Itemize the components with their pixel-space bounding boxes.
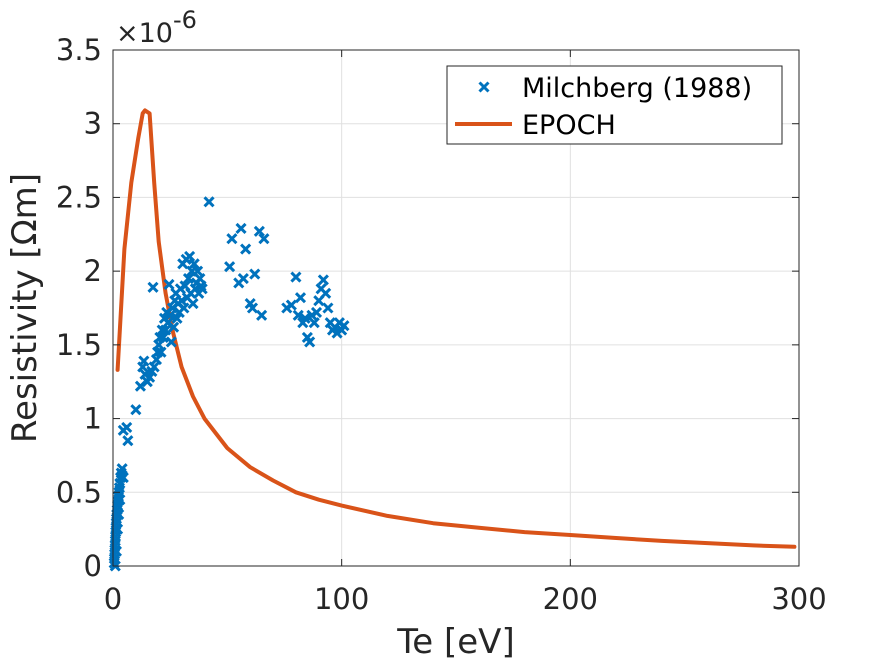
milchberg-point: [114, 494, 126, 506]
milchberg-point: [292, 309, 304, 321]
x-tick-labels: 0 100 200 300: [104, 582, 827, 616]
milchberg-point: [226, 233, 238, 245]
milchberg-point: [182, 272, 195, 285]
milchberg-point: [155, 346, 167, 358]
exponent-base: ×10: [116, 18, 173, 49]
milchberg-point: [184, 250, 196, 262]
milchberg-point: [176, 295, 188, 307]
milchberg-point: [203, 196, 215, 208]
x-tick-label: 300: [771, 582, 826, 616]
milchberg-point: [178, 302, 190, 314]
y-tick-label: 3: [84, 107, 102, 141]
milchberg-point: [338, 320, 350, 332]
y-tick-label: 1.5: [56, 328, 102, 362]
epoch-series: [115, 108, 797, 549]
milchberg-point: [165, 336, 177, 348]
legend: Milchberg (1988) EPOCH: [446, 65, 783, 145]
milchberg-point: [164, 309, 176, 321]
milchberg-point: [157, 331, 169, 344]
y-tick-label: 2.5: [56, 180, 102, 214]
milchberg-point: [134, 380, 147, 392]
y-tick-label: 0: [84, 549, 102, 583]
milchberg-point: [171, 312, 183, 324]
milchberg-point: [249, 268, 261, 280]
legend-label-milchberg: Milchberg (1988): [522, 73, 752, 104]
milchberg-point: [144, 371, 156, 383]
legend-marker-milchberg: [478, 81, 490, 93]
milchberg-point: [160, 324, 172, 336]
milchberg-point: [117, 471, 129, 484]
milchberg-point: [112, 523, 124, 535]
x-tick-label: 200: [543, 582, 598, 616]
x-tick-label: 0: [104, 582, 122, 616]
milchberg-point: [235, 222, 247, 234]
milchberg-point: [148, 361, 160, 373]
y-tick-label: 0.5: [56, 475, 102, 509]
x-axis-label: Te [eV]: [396, 622, 514, 662]
milchberg-point: [138, 355, 150, 367]
milchberg-point: [308, 317, 320, 329]
y-tick-label: 1: [84, 402, 102, 436]
milchberg-point: [187, 298, 199, 310]
milchberg-point: [310, 306, 323, 318]
y-exponent-label: ×10-6: [116, 6, 197, 49]
legend-box: [446, 65, 783, 145]
y-tick-label: 2: [84, 254, 102, 288]
milchberg-series: [108, 196, 350, 572]
y-tick-label: 3.5: [56, 33, 102, 67]
milchberg-point: [322, 302, 334, 314]
milchberg-point: [113, 508, 125, 520]
milchberg-point: [256, 309, 268, 321]
milchberg-point: [168, 321, 180, 333]
milchberg-point: [320, 287, 332, 299]
legend-x-marker: [478, 81, 490, 93]
milchberg-point: [237, 272, 249, 285]
milchberg-point: [130, 404, 142, 416]
milchberg-point: [294, 292, 307, 304]
milchberg-point: [121, 421, 133, 433]
milchberg-point: [290, 271, 302, 283]
milchberg-point: [192, 265, 204, 277]
milchberg-point: [258, 233, 270, 245]
milchberg-point: [163, 278, 175, 290]
milchberg-point: [253, 225, 265, 237]
x-tick-label: 100: [314, 582, 369, 616]
milchberg-point: [116, 463, 128, 475]
epoch-line: [115, 108, 797, 549]
milchberg-point: [317, 274, 329, 286]
legend-label-epoch: EPOCH: [522, 110, 616, 141]
milchberg-point: [246, 302, 259, 314]
milchberg-point: [304, 336, 316, 348]
milchberg-point: [285, 299, 297, 311]
milchberg-point: [122, 435, 134, 447]
milchberg-point: [299, 312, 311, 324]
milchberg-point: [196, 283, 208, 295]
y-axis-label: Resistivity [Ωm]: [5, 173, 45, 443]
milchberg-point: [188, 258, 200, 270]
plot-frame: [112, 49, 800, 567]
y-tick-labels: 0 0.5 1 1.5 2 2.5 3 3.5: [56, 33, 102, 583]
axis-ticks: [112, 49, 800, 567]
milchberg-point: [147, 281, 159, 293]
milchberg-point: [240, 243, 252, 255]
exponent-power: -6: [173, 6, 197, 34]
milchberg-point: [224, 261, 236, 273]
